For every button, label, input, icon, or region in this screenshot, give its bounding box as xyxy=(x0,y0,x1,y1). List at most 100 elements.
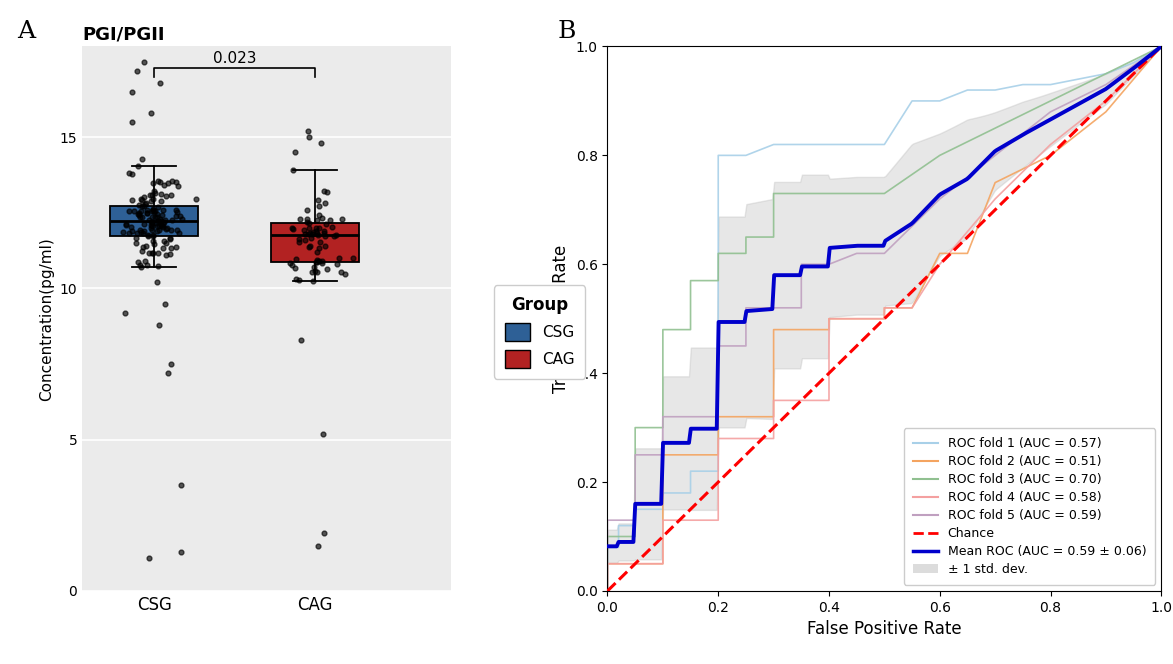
Point xyxy=(304,227,323,238)
Point xyxy=(133,262,151,272)
Point xyxy=(134,228,152,239)
Point xyxy=(120,168,138,179)
Point xyxy=(300,228,319,238)
Point xyxy=(296,228,314,239)
Point xyxy=(305,266,324,276)
Point xyxy=(133,246,151,256)
Point xyxy=(130,208,149,218)
Point xyxy=(148,221,167,232)
Point xyxy=(141,108,160,118)
Point xyxy=(280,258,299,268)
Point xyxy=(308,230,327,240)
Point xyxy=(305,262,324,273)
Point xyxy=(323,221,341,232)
Point xyxy=(298,205,317,216)
Point xyxy=(144,239,163,250)
Point xyxy=(161,249,179,260)
Point xyxy=(314,227,333,238)
Point xyxy=(147,218,165,228)
Point xyxy=(327,229,346,240)
Point xyxy=(161,233,179,244)
Text: A: A xyxy=(18,20,35,43)
Point xyxy=(300,222,319,233)
Point xyxy=(152,215,171,226)
Point xyxy=(320,214,339,225)
Point xyxy=(158,368,177,378)
Point xyxy=(149,261,168,272)
Point xyxy=(149,215,168,226)
Point xyxy=(144,186,163,197)
Point xyxy=(149,225,168,236)
Point xyxy=(297,214,316,224)
Point xyxy=(137,205,156,215)
Point xyxy=(140,214,158,225)
Point xyxy=(142,196,161,207)
Point xyxy=(162,359,181,369)
Point xyxy=(296,234,314,245)
Point xyxy=(158,178,177,189)
Point xyxy=(332,266,351,277)
Point xyxy=(154,205,172,215)
Point xyxy=(317,218,335,229)
Point xyxy=(290,233,308,244)
Point xyxy=(306,226,325,236)
Point xyxy=(127,233,145,244)
Point xyxy=(299,132,318,143)
Point xyxy=(140,552,158,563)
Point xyxy=(151,189,170,199)
Point xyxy=(284,224,303,235)
Point xyxy=(145,205,164,216)
Point xyxy=(297,216,316,227)
Point xyxy=(123,117,142,127)
Point xyxy=(299,218,318,228)
Point xyxy=(344,252,362,263)
Point xyxy=(124,206,143,216)
Point xyxy=(116,219,135,230)
Point xyxy=(122,86,141,97)
Point xyxy=(307,255,326,266)
Point xyxy=(162,190,181,201)
Point xyxy=(135,219,154,230)
Point xyxy=(314,428,333,439)
Point xyxy=(129,256,148,267)
Point xyxy=(130,225,149,236)
Point xyxy=(287,254,306,265)
Point xyxy=(171,480,190,491)
Point xyxy=(303,267,321,278)
Point xyxy=(311,138,330,149)
Point xyxy=(148,202,167,212)
Point xyxy=(135,226,154,236)
Point xyxy=(128,228,147,239)
Point xyxy=(137,240,156,251)
Point xyxy=(143,216,162,227)
Point xyxy=(170,211,189,222)
Point xyxy=(122,222,141,232)
Point xyxy=(310,201,328,212)
Point xyxy=(157,191,176,202)
Point xyxy=(122,226,141,236)
PathPatch shape xyxy=(271,223,359,262)
Point xyxy=(294,225,313,236)
Point xyxy=(142,223,161,234)
Point xyxy=(114,227,133,238)
Point xyxy=(306,256,325,267)
Point xyxy=(143,178,162,189)
Point xyxy=(155,180,174,191)
Point xyxy=(145,211,164,222)
Point xyxy=(149,220,168,231)
Point xyxy=(316,241,334,252)
Point xyxy=(137,260,156,271)
Point xyxy=(291,335,310,345)
Point xyxy=(167,211,185,222)
Point xyxy=(291,214,310,224)
Point xyxy=(152,195,171,206)
Point xyxy=(145,188,164,199)
Text: 0.023: 0.023 xyxy=(212,51,257,66)
Point xyxy=(161,243,179,254)
Point xyxy=(143,211,162,222)
PathPatch shape xyxy=(110,205,198,236)
Point xyxy=(143,248,162,258)
Point xyxy=(131,260,150,270)
Point xyxy=(117,218,136,229)
Point xyxy=(148,211,167,222)
